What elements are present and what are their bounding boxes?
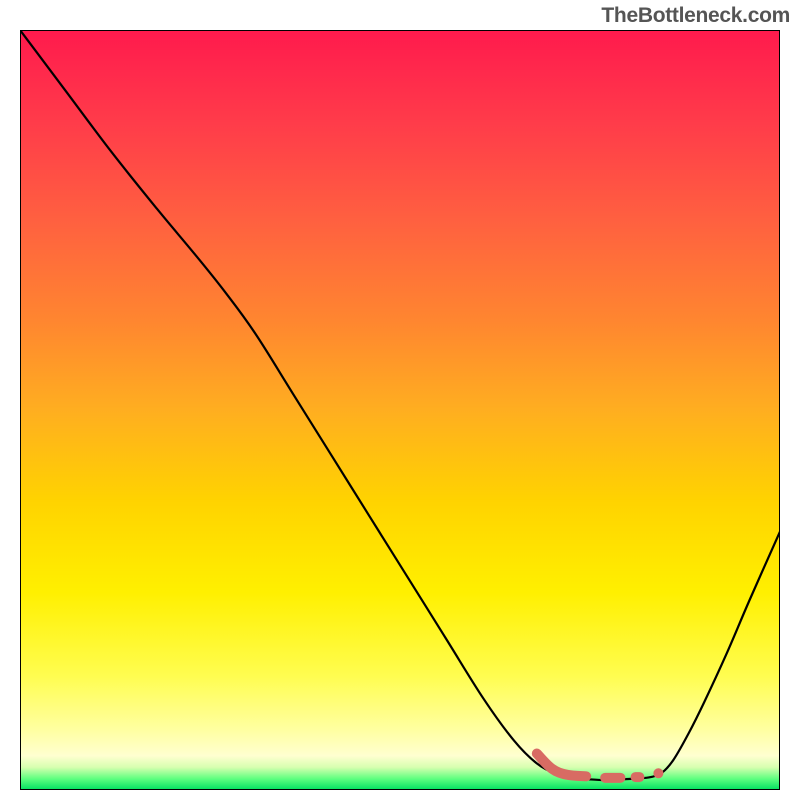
plot-background	[20, 30, 780, 790]
watermark-text: TheBottleneck.com	[601, 4, 790, 28]
chart-container: TheBottleneck.com	[0, 0, 800, 800]
highlight-dot	[653, 768, 663, 778]
bottleneck-curve-plot	[20, 30, 780, 790]
